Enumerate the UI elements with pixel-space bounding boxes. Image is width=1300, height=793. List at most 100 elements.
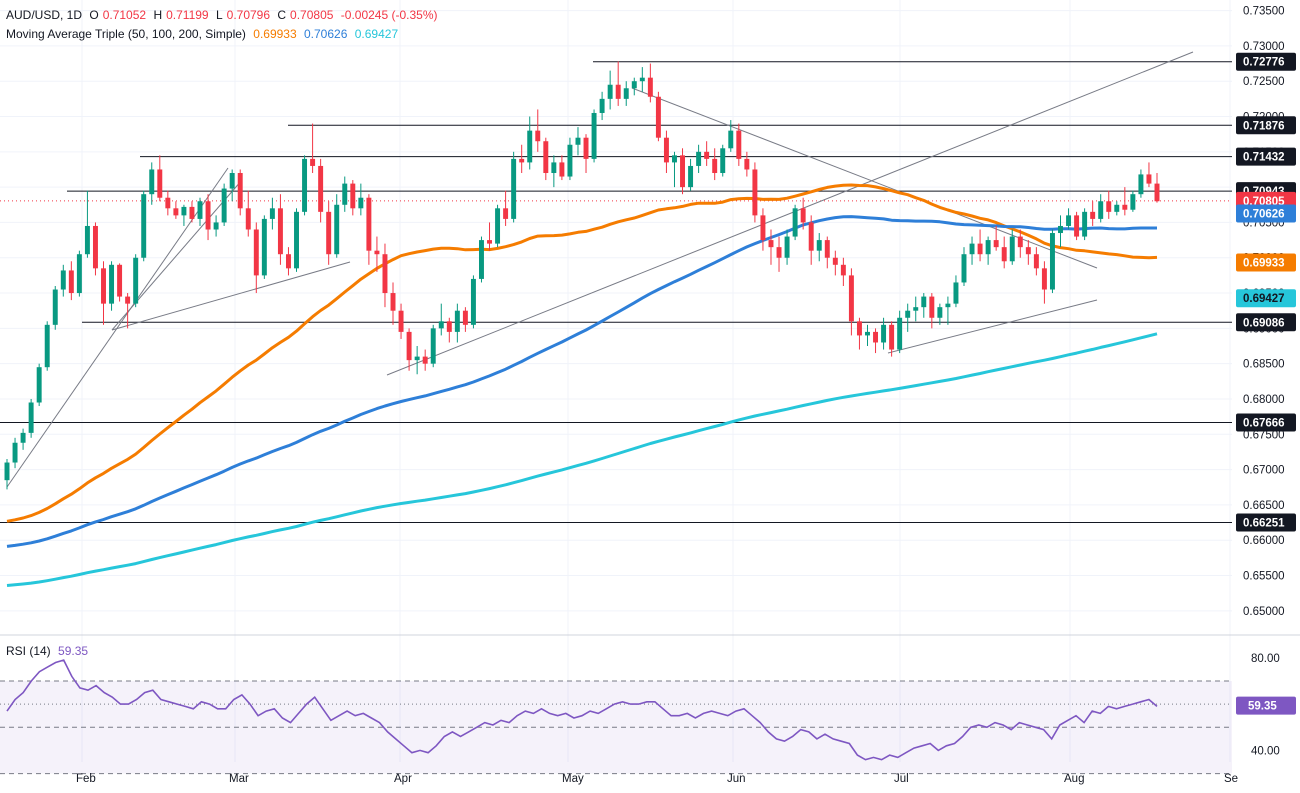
candle-body xyxy=(101,268,106,304)
trend-line xyxy=(111,261,351,331)
candle-body xyxy=(1130,194,1136,210)
candle-body xyxy=(92,225,98,269)
candle-body xyxy=(181,206,187,216)
price-tags: 0.727760.718760.714320.709430.690860.676… xyxy=(1236,52,1296,715)
time-tick-label: Mar xyxy=(229,773,249,785)
candle-body xyxy=(993,240,999,248)
candle-body xyxy=(840,264,846,276)
candle-body xyxy=(1041,268,1047,290)
candle-body xyxy=(165,197,171,209)
candle-body xyxy=(760,215,766,241)
candle-body xyxy=(889,324,895,350)
candle-body xyxy=(253,229,259,276)
candle-body xyxy=(1138,174,1144,195)
rsi-legend: RSI (14) 59.35 xyxy=(6,644,92,658)
candle-body xyxy=(60,270,66,290)
trend-line xyxy=(386,51,1194,376)
candle-body xyxy=(1106,201,1112,212)
grid-lines xyxy=(0,0,1300,762)
candle-body xyxy=(599,98,605,113)
rsi-panel xyxy=(0,659,1232,775)
price-tick-label: 0.68000 xyxy=(1243,394,1285,406)
candle-body xyxy=(913,307,919,311)
candle-body xyxy=(76,254,82,294)
candle-body xyxy=(1146,174,1152,184)
symbol-label[interactable]: AUD/USD, 1D xyxy=(6,8,83,22)
high-label: H xyxy=(153,8,163,22)
candle-body xyxy=(197,201,203,219)
candle-body xyxy=(615,84,621,99)
candle-body xyxy=(1074,215,1080,237)
candle-body xyxy=(52,289,58,325)
level-tag-bg xyxy=(1236,413,1296,432)
ma-legend: Moving Average Triple (50, 100, 200, Sim… xyxy=(6,27,402,41)
candle-body xyxy=(800,208,806,223)
candle-body xyxy=(784,236,790,258)
price-tick-label: 0.65500 xyxy=(1243,571,1285,583)
candle-body xyxy=(607,84,613,99)
level-tag-bg xyxy=(1236,313,1296,332)
change-value: -0.00245 (-0.35%) xyxy=(340,8,438,22)
candle-body xyxy=(173,208,179,216)
candle-body xyxy=(961,254,967,283)
candle-body xyxy=(672,155,677,163)
level-tag-bg xyxy=(1236,52,1296,71)
time-axis: Feb Mar Apr May Jun Jul Aug Se xyxy=(76,773,1238,785)
candle-body xyxy=(897,317,903,350)
trend-line xyxy=(111,179,243,331)
ma100-tag: 0.70626 xyxy=(1243,209,1285,221)
ma200-line xyxy=(6,332,1158,587)
price-tick-label: 0.65000 xyxy=(1243,606,1285,618)
rsi-legend-value: 59.35 xyxy=(58,644,89,658)
time-tick-label: Feb xyxy=(76,773,96,785)
trend-line xyxy=(6,167,229,488)
candle-body xyxy=(511,158,517,219)
candle-body xyxy=(398,310,404,332)
candle-body xyxy=(36,367,42,403)
candle-body xyxy=(141,194,147,258)
candle-body xyxy=(1017,236,1023,248)
candle-body xyxy=(905,310,911,318)
close-value: 0.70805 xyxy=(290,8,334,22)
ma-label[interactable]: Moving Average Triple (50, 100, 200, Sim… xyxy=(6,27,246,41)
candle-body xyxy=(430,328,436,364)
candle-body xyxy=(881,324,887,343)
ma50-tag: 0.69933 xyxy=(1243,257,1285,269)
candle-body xyxy=(1009,236,1015,262)
candle-body xyxy=(261,218,267,276)
candle-body xyxy=(133,257,139,304)
candle-body xyxy=(406,331,412,361)
candle-body xyxy=(1098,201,1104,219)
candle-body xyxy=(1025,247,1031,255)
candle-body xyxy=(873,331,879,343)
candle-body xyxy=(559,162,565,177)
candle-body xyxy=(1001,247,1007,262)
level-tag: 0.71876 xyxy=(1243,120,1285,132)
candle-body xyxy=(655,96,661,138)
open-value: 0.71052 xyxy=(102,8,147,22)
candle-body xyxy=(696,151,702,166)
ma50-tag-bg xyxy=(1236,253,1296,272)
level-tag: 0.69086 xyxy=(1243,317,1285,329)
candle-body xyxy=(688,165,694,188)
candle-body xyxy=(937,307,943,318)
candle-body xyxy=(277,208,283,255)
price-tick-label: 0.73000 xyxy=(1243,41,1285,53)
close-label: C xyxy=(277,8,287,22)
ma50-value: 0.69933 xyxy=(253,27,297,41)
candle-body xyxy=(294,211,299,269)
candle-body xyxy=(527,130,533,163)
rsi-label[interactable]: RSI (14) xyxy=(6,644,51,658)
candle-body xyxy=(117,264,123,297)
candle-body xyxy=(205,201,211,230)
time-tick-label: Jun xyxy=(727,773,746,785)
level-tag: 0.67666 xyxy=(1243,418,1285,430)
price-tick-label: 0.67000 xyxy=(1243,465,1285,477)
candle-body xyxy=(1154,183,1160,202)
candle-body xyxy=(44,324,50,368)
price-tick-label: 0.66000 xyxy=(1243,535,1285,547)
candle-body xyxy=(808,222,814,251)
candles[interactable] xyxy=(4,61,1160,490)
price-tick-label: 0.73500 xyxy=(1243,6,1285,18)
candle-body xyxy=(20,432,26,443)
